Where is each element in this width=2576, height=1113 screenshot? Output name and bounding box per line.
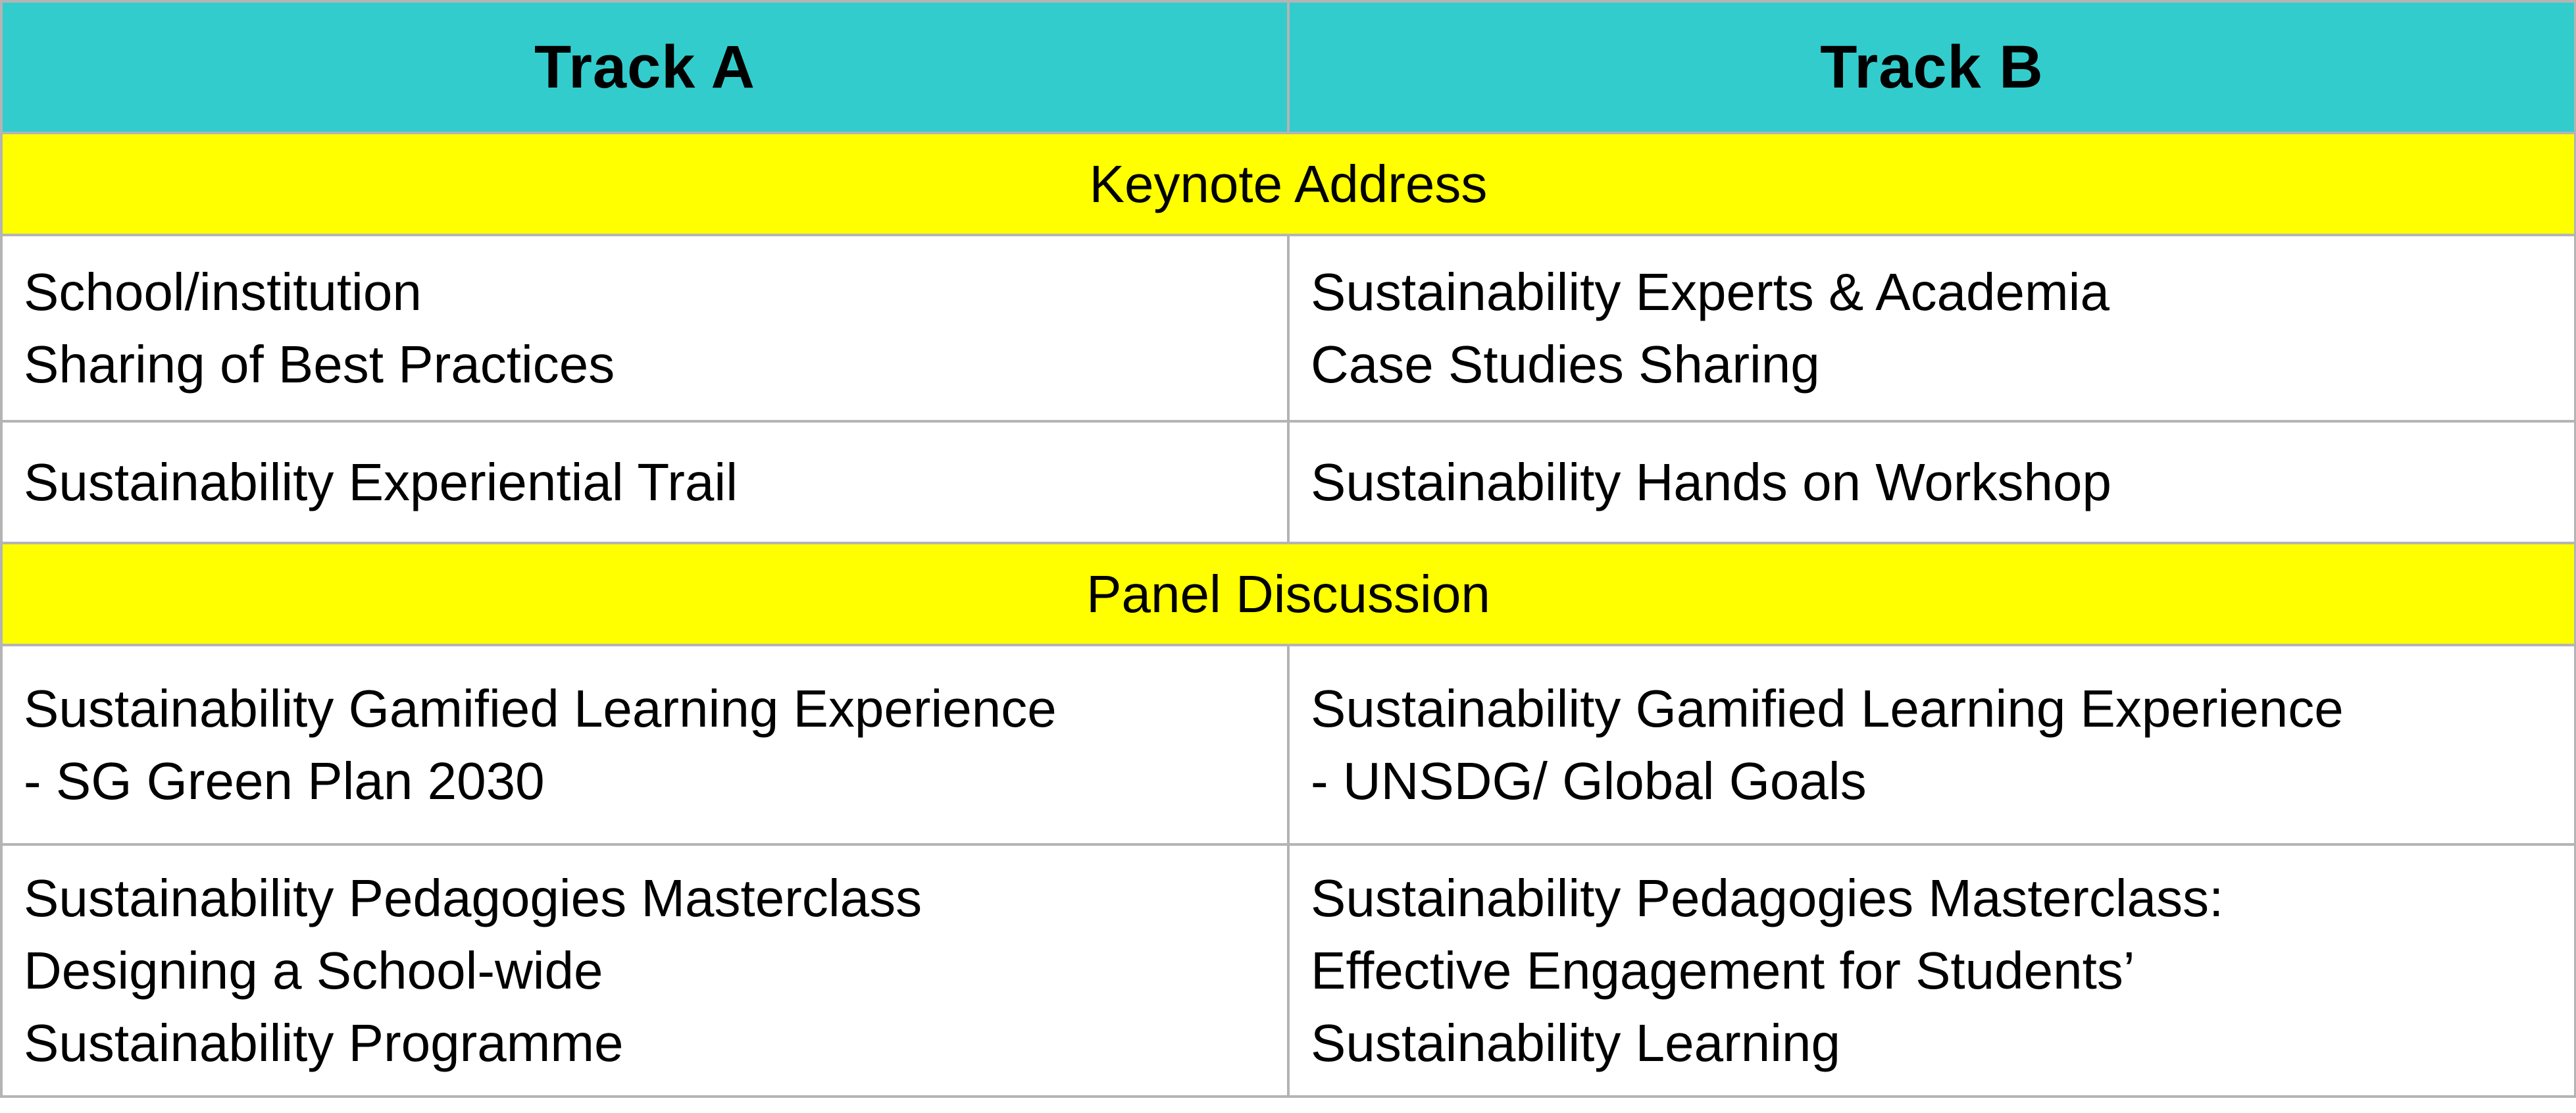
track-a-trail-cell: Sustainability Experiential Trail: [0, 420, 1290, 544]
track-b-workshop-cell: Sustainability Hands on Workshop: [1287, 420, 2576, 544]
cell-line: - UNSDG/ Global Goals: [1311, 751, 1867, 810]
gamified-row: Sustainability Gamified Learning Experie…: [0, 644, 2576, 846]
track-b-masterclass-cell: Sustainability Pedagogies Masterclass: E…: [1287, 843, 2576, 1098]
panel-row: Panel Discussion: [0, 542, 2576, 646]
cell-line: Designing a School-wide: [24, 941, 603, 1000]
cell-line: Case Studies Sharing: [1311, 334, 1820, 394]
keynote-row: Keynote Address: [0, 132, 2576, 236]
cell-line: School/institution: [24, 262, 422, 321]
header-row: Track A Track B: [0, 0, 2576, 134]
cell-line: Sustainability Learning: [1311, 1013, 1840, 1072]
cell-line: Effective Engagement for Students’: [1311, 941, 2135, 1000]
track-a-masterclass-cell: Sustainability Pedagogies Masterclass De…: [0, 843, 1290, 1098]
cell-line: Sustainability Pedagogies Masterclass: [24, 868, 922, 927]
cell-line: Sustainability Gamified Learning Experie…: [1311, 679, 2344, 738]
cell-line: Sustainability Programme: [24, 1013, 624, 1072]
keynote-address-cell: Keynote Address: [0, 132, 2576, 236]
track-b-sharing-cell: Sustainability Experts & Academia Case S…: [1287, 234, 2576, 423]
cell-line: Sustainability Pedagogies Masterclass:: [1311, 868, 2224, 927]
track-a-header: Track A: [0, 0, 1290, 134]
track-a-sharing-cell: School/institution Sharing of Best Pract…: [0, 234, 1290, 423]
track-a-gamified-cell: Sustainability Gamified Learning Experie…: [0, 644, 1290, 846]
sharing-row: School/institution Sharing of Best Pract…: [0, 234, 2576, 423]
cell-line: - SG Green Plan 2030: [24, 751, 545, 810]
track-b-gamified-cell: Sustainability Gamified Learning Experie…: [1287, 644, 2576, 846]
cell-line: Sustainability Experts & Academia: [1311, 262, 2109, 321]
cell-line: Sharing of Best Practices: [24, 334, 615, 394]
masterclass-row: Sustainability Pedagogies Masterclass De…: [0, 843, 2576, 1098]
cell-line: Sustainability Gamified Learning Experie…: [24, 679, 1057, 738]
cell-line: Sustainability Experiential Trail: [24, 452, 738, 511]
trail-row: Sustainability Experiential Trail Sustai…: [0, 420, 2576, 544]
panel-discussion-cell: Panel Discussion: [0, 542, 2576, 646]
cell-line: Sustainability Hands on Workshop: [1311, 452, 2111, 511]
track-b-header: Track B: [1287, 0, 2576, 134]
